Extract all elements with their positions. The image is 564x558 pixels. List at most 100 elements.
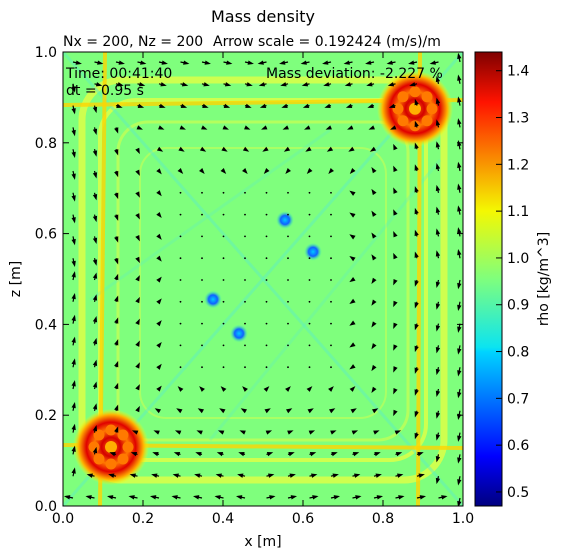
velocity-arrow <box>199 386 205 392</box>
velocity-arrow <box>180 60 190 65</box>
velocity-arrow <box>279 60 289 65</box>
velocity-arrow <box>457 248 462 259</box>
plot-frame <box>62 51 464 507</box>
velocity-arrow <box>371 277 377 284</box>
velocity-arrow <box>71 292 76 302</box>
colorbar-tick-label: 1.4 <box>507 64 529 80</box>
velocity-arrow <box>92 425 98 433</box>
velocity-arrow <box>305 146 312 152</box>
velocity-arrow <box>326 146 334 152</box>
velocity-arrow <box>285 168 291 174</box>
velocity-arrow <box>174 430 182 435</box>
velocity-arrow <box>201 213 203 216</box>
velocity-arrow <box>222 213 225 216</box>
velocity-arrow <box>330 322 332 325</box>
velocity-arrow <box>393 209 398 216</box>
velocity-arrow <box>386 60 396 65</box>
velocity-arrow <box>71 467 76 477</box>
velocity-arrow <box>223 82 232 87</box>
blob-ring-dot <box>117 429 129 441</box>
velocity-arrow <box>308 344 311 347</box>
velocity-arrow <box>153 430 160 435</box>
velocity-arrow <box>387 82 396 87</box>
velocity-arrow <box>308 300 311 303</box>
velocity-arrow <box>393 278 398 286</box>
blob-ring-dot <box>397 91 409 103</box>
velocity-arrow <box>179 235 182 238</box>
velocity-arrow <box>435 250 441 259</box>
velocity-arrow <box>244 366 246 369</box>
velocity-arrow <box>395 473 404 478</box>
colorbar-tick-label: 1.1 <box>507 204 529 220</box>
velocity-arrow <box>223 60 233 65</box>
velocity-arrow <box>242 168 248 174</box>
velocity-arrow <box>114 192 119 200</box>
velocity-arrow <box>156 385 162 392</box>
velocity-arrow <box>414 432 419 440</box>
velocity-arrow <box>457 118 462 128</box>
velocity-arrow <box>114 258 119 265</box>
velocity-arrow <box>287 344 289 347</box>
y-tick-label: 0.4 <box>35 317 57 333</box>
velocity-arrow <box>201 300 203 303</box>
velocity-arrow <box>308 235 311 238</box>
colorbar-tick-label: 0.9 <box>507 298 529 314</box>
velocity-arrow <box>416 495 427 500</box>
velocity-arrow <box>180 82 189 87</box>
velocity-arrow <box>395 495 405 500</box>
velocity-arrow <box>414 98 419 106</box>
velocity-arrow <box>199 146 207 152</box>
velocity-arrow <box>308 366 311 369</box>
blob-ring-dot <box>117 453 129 465</box>
velocity-arrow <box>71 192 76 202</box>
velocity-arrow <box>371 254 377 261</box>
velocity-arrow <box>114 360 119 368</box>
velocity-arrow <box>263 168 270 174</box>
blob-ring-dot <box>105 458 117 470</box>
velocity-arrow <box>223 103 231 108</box>
velocity-arrow <box>71 445 76 455</box>
velocity-arrow <box>371 210 377 217</box>
velocity-arrow <box>280 82 289 87</box>
velocity-arrow <box>457 345 462 355</box>
velocity-arrow <box>435 367 441 376</box>
velocity-arrow <box>302 103 310 108</box>
velocity-arrow <box>222 300 225 303</box>
velocity-arrow <box>92 316 98 324</box>
velocity-arrow <box>71 170 76 180</box>
blob-core <box>105 440 117 453</box>
velocity-arrow <box>194 473 203 478</box>
velocity-arrow <box>371 299 377 306</box>
velocity-arrow <box>158 125 165 130</box>
velocity-arrow <box>156 168 162 175</box>
velocity-arrow <box>135 256 140 264</box>
velocity-arrow <box>330 191 332 194</box>
blob-ring-dot <box>105 424 117 436</box>
velocity-arrow <box>92 127 98 135</box>
velocity-arrow <box>92 446 98 455</box>
velocity-arrow <box>373 473 382 478</box>
blob-ring-dot <box>409 86 421 98</box>
x-tick-label: 0.4 <box>212 511 234 527</box>
velocity-arrow <box>92 149 98 157</box>
velocity-arrow <box>179 300 182 303</box>
velocity-arrow <box>71 401 76 411</box>
velocity-arrow <box>176 408 183 414</box>
velocity-arrow <box>131 430 139 435</box>
velocity-arrow <box>222 235 225 238</box>
velocity-arrow <box>457 497 462 506</box>
velocity-arrow <box>114 127 119 134</box>
colorbar-tick-label: 0.5 <box>507 485 529 501</box>
velocity-arrow <box>179 322 182 325</box>
velocity-arrow <box>330 257 332 260</box>
velocity-arrow <box>349 364 356 370</box>
velocity-arrow <box>240 408 247 414</box>
velocity-arrow <box>457 205 462 215</box>
velocity-arrow <box>180 103 188 108</box>
velocity-arrow <box>322 60 332 65</box>
arrow-scale-label: Arrow scale = 0.192424 (m/s)/m <box>213 34 441 50</box>
velocity-arrow <box>115 82 124 87</box>
low-density-spot <box>276 210 294 229</box>
velocity-arrow <box>135 191 140 198</box>
velocity-arrow <box>179 257 182 260</box>
